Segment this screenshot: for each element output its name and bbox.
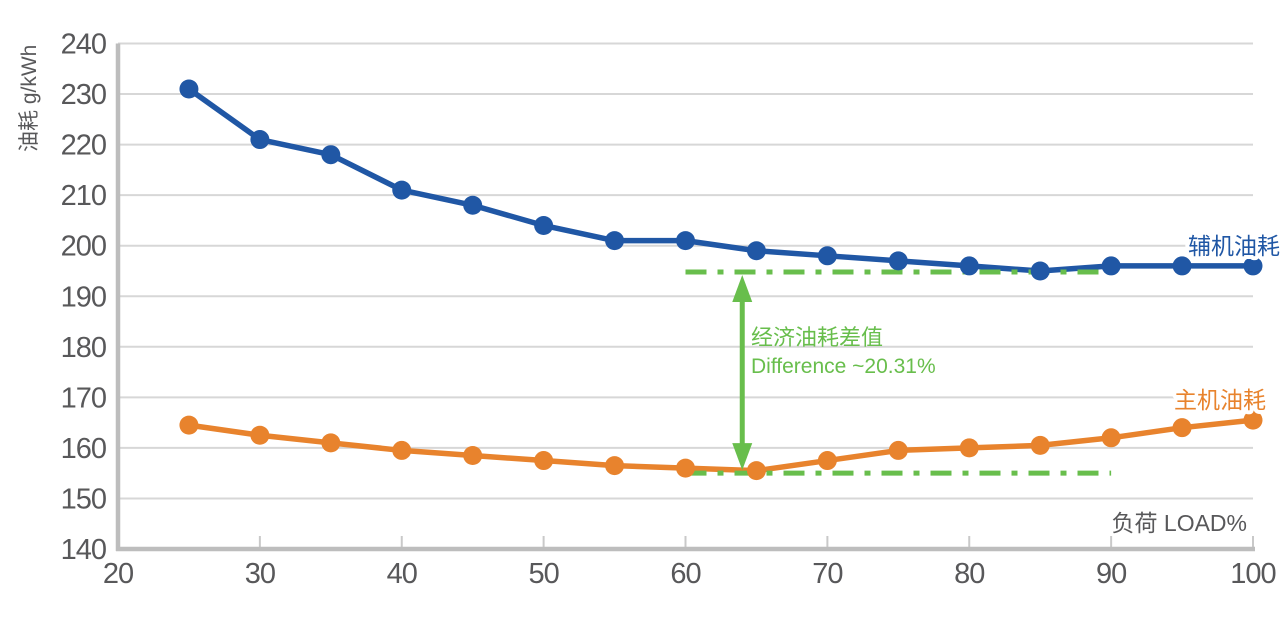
main-data-point bbox=[1030, 435, 1050, 455]
aux-data-point bbox=[250, 130, 270, 150]
aux-data-point bbox=[321, 145, 341, 165]
y-tick-label: 240 bbox=[61, 29, 106, 61]
main-series-line bbox=[186, 417, 1256, 474]
main-data-point bbox=[817, 451, 837, 471]
main-data-point bbox=[1243, 410, 1263, 430]
x-axis-label: 负荷 LOAD% bbox=[1112, 510, 1247, 536]
y-axis-title: 油耗 g/kWh bbox=[18, 45, 41, 152]
x-tick-label: 80 bbox=[954, 558, 984, 590]
main-data-point bbox=[179, 415, 199, 435]
aux-data-point bbox=[1243, 256, 1263, 276]
x-tick-label: 50 bbox=[528, 558, 558, 590]
main-data-point bbox=[1101, 428, 1121, 448]
aux-data-point bbox=[179, 79, 199, 99]
y-tick-label: 230 bbox=[61, 79, 106, 111]
x-tick-label: 40 bbox=[387, 558, 417, 590]
aux-data-point bbox=[1101, 256, 1121, 276]
aux-data-point bbox=[746, 241, 766, 261]
main-data-point bbox=[534, 451, 554, 471]
main-data-point bbox=[463, 445, 483, 465]
aux-data-point bbox=[392, 180, 412, 200]
x-tick-label: 70 bbox=[812, 558, 842, 590]
main-data-point bbox=[746, 461, 766, 481]
main-data-point bbox=[1172, 418, 1192, 438]
aux-data-point bbox=[463, 195, 483, 215]
y-tick-label: 170 bbox=[61, 382, 106, 414]
series-label-main: 主机油耗 bbox=[1174, 387, 1266, 413]
x-tick-label: 60 bbox=[670, 558, 700, 590]
x-tick-label: 20 bbox=[103, 558, 133, 590]
annotation-difference-value: Difference ~20.31% bbox=[751, 355, 936, 378]
main-data-point bbox=[392, 440, 412, 460]
main-data-point bbox=[321, 433, 341, 453]
aux-data-point bbox=[534, 215, 554, 235]
aux-series-line bbox=[186, 86, 1256, 274]
y-tick-label: 140 bbox=[61, 534, 106, 566]
y-tick-label: 150 bbox=[61, 483, 106, 515]
aux-data-point bbox=[676, 231, 695, 251]
y-tick-label: 210 bbox=[61, 180, 106, 212]
y-tick-label: 220 bbox=[61, 130, 106, 162]
main-data-point bbox=[250, 425, 270, 445]
y-tick-label: 190 bbox=[61, 281, 106, 313]
annotation-title: 经济油耗差值 bbox=[751, 325, 883, 350]
main-data-point bbox=[676, 458, 695, 478]
x-tick-label: 90 bbox=[1096, 558, 1126, 590]
aux-data-point bbox=[959, 256, 979, 276]
y-tick-label: 160 bbox=[61, 433, 106, 465]
aux-data-point bbox=[605, 231, 625, 251]
difference-arrow-head-up bbox=[732, 274, 753, 302]
x-tick-label: 30 bbox=[245, 558, 275, 590]
main-data-point bbox=[605, 456, 625, 476]
aux-data-point bbox=[1172, 256, 1192, 276]
aux-data-point bbox=[1030, 261, 1050, 281]
aux-data-point bbox=[817, 246, 837, 266]
difference-arrow-head-down bbox=[732, 443, 753, 471]
y-tick-label: 200 bbox=[61, 231, 106, 263]
main-data-point bbox=[888, 440, 908, 460]
x-tick-label: 100 bbox=[1230, 558, 1275, 590]
aux-data-point bbox=[888, 251, 908, 271]
y-tick-label: 180 bbox=[61, 332, 106, 364]
main-data-point bbox=[959, 438, 979, 458]
series-label-aux: 辅机油耗 bbox=[1188, 233, 1280, 259]
